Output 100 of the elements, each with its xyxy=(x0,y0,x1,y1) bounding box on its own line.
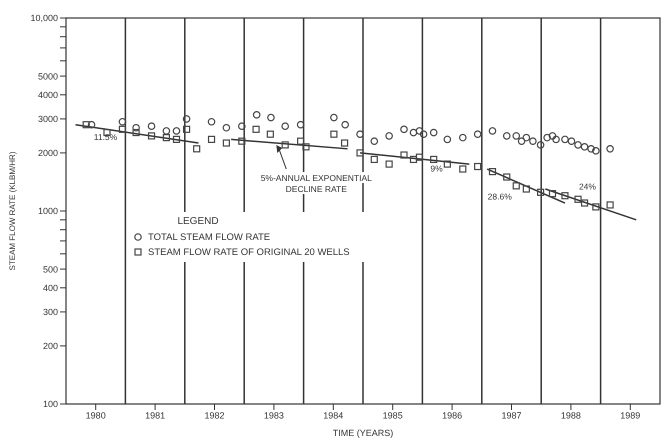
point xyxy=(266,130,274,138)
point xyxy=(370,137,378,145)
x-tick-label: 1984 xyxy=(323,410,344,420)
x-tick-label: 1985 xyxy=(382,410,403,420)
point xyxy=(162,127,170,135)
point xyxy=(267,114,275,122)
y-tick-label: 5000 xyxy=(38,71,58,82)
point xyxy=(529,137,537,145)
annotation: 5%-ANNUAL EXPONENTIAL DECLINE RATE xyxy=(260,173,372,194)
x-tick-label: 1983 xyxy=(264,410,284,420)
point xyxy=(208,118,216,126)
point xyxy=(580,199,588,207)
point xyxy=(458,134,467,142)
point xyxy=(252,126,260,133)
point xyxy=(148,122,156,130)
point xyxy=(512,132,520,140)
legend-label: TOTAL STEAM FLOW RATE xyxy=(148,232,270,243)
point xyxy=(503,173,510,181)
point xyxy=(592,147,600,155)
y-tick-label: 500 xyxy=(42,264,58,274)
point xyxy=(474,130,482,138)
point xyxy=(548,190,556,198)
point xyxy=(340,139,348,147)
point xyxy=(182,115,190,123)
point xyxy=(537,188,544,196)
y-tick-label: 200 xyxy=(42,341,58,352)
point xyxy=(580,143,588,151)
annotation: 24% xyxy=(578,182,596,192)
point xyxy=(370,156,378,164)
point xyxy=(574,196,582,203)
legend-label: STEAM FLOW RATE OF ORIGINAL 20 WELLS xyxy=(148,247,350,258)
annotation: 9% xyxy=(430,163,444,174)
x-tick-label: 1980 xyxy=(86,410,106,420)
point xyxy=(400,151,408,159)
point xyxy=(561,136,569,144)
annotation: 28.6% xyxy=(488,192,512,202)
point xyxy=(132,124,140,132)
x-tick-label: 1988 xyxy=(560,410,581,420)
point xyxy=(522,185,530,193)
point xyxy=(502,132,511,140)
point xyxy=(208,136,216,143)
point xyxy=(416,127,424,135)
point xyxy=(606,145,614,153)
x-tick-label: 1981 xyxy=(145,410,166,420)
point xyxy=(459,165,466,173)
point xyxy=(330,130,338,138)
x-axis-title: TIME (YEARS) xyxy=(332,428,394,438)
point xyxy=(148,132,156,140)
point xyxy=(281,122,289,130)
point xyxy=(182,126,190,133)
point xyxy=(518,137,526,145)
point xyxy=(552,136,560,144)
point xyxy=(118,126,126,133)
point xyxy=(606,201,614,209)
y-tick-label: 1000 xyxy=(38,206,58,216)
point xyxy=(282,141,289,149)
x-tick-label: 1987 xyxy=(501,410,522,420)
point xyxy=(132,128,140,136)
point xyxy=(574,141,582,149)
point xyxy=(193,145,200,152)
point xyxy=(512,182,520,190)
point xyxy=(252,111,260,119)
y-tick-label: 2000 xyxy=(38,148,58,158)
y-tick-label: 400 xyxy=(42,282,58,293)
y-axis-title: STEAM FLOW RATE (KLBM/HR) xyxy=(8,151,17,270)
point xyxy=(385,132,393,140)
point xyxy=(356,149,364,156)
point xyxy=(172,127,180,135)
point xyxy=(330,114,338,122)
x-tick-label: 1982 xyxy=(204,410,225,420)
point xyxy=(568,137,576,145)
point xyxy=(296,120,304,128)
x-tick-label: 1989 xyxy=(620,410,640,420)
point xyxy=(410,156,418,164)
x-tick-label: 1986 xyxy=(442,410,462,420)
point xyxy=(356,130,364,138)
point xyxy=(488,127,496,135)
point xyxy=(587,145,595,153)
point xyxy=(341,120,349,128)
point xyxy=(444,160,451,168)
point xyxy=(172,136,180,143)
y-tick-label: 100 xyxy=(42,399,58,410)
point xyxy=(522,134,530,142)
point xyxy=(400,126,408,134)
point xyxy=(430,156,438,164)
point xyxy=(222,139,230,147)
y-tick-label: 4000 xyxy=(38,90,58,100)
point xyxy=(561,192,569,200)
point xyxy=(386,160,393,168)
legend-title: LEGEND xyxy=(177,216,219,227)
point xyxy=(238,138,246,145)
point xyxy=(420,130,428,138)
point xyxy=(302,143,310,150)
point xyxy=(238,122,246,130)
point xyxy=(444,136,452,144)
point xyxy=(536,141,544,149)
point xyxy=(297,138,304,145)
point xyxy=(118,118,126,126)
point xyxy=(416,154,424,161)
point xyxy=(430,128,438,136)
